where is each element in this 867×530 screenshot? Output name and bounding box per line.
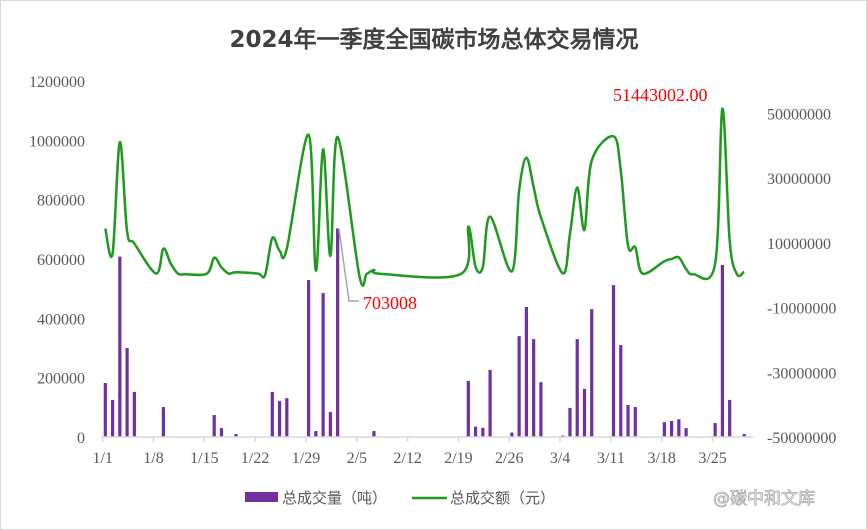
volume-bar (132, 391, 136, 437)
volume-bar (234, 434, 238, 437)
legend: 总成交量（吨） 总成交额（元） (245, 489, 555, 507)
volume-bar (532, 339, 536, 437)
x-tick-label: 1/8 (143, 450, 163, 467)
legend-swatch-volume (245, 492, 278, 502)
left-tick-label: 1200000 (29, 74, 85, 91)
volume-bar (510, 432, 514, 437)
left-tick-label: 1000000 (29, 133, 85, 150)
volume-bar (684, 428, 688, 437)
volume-bar (575, 339, 579, 437)
x-tick-label: 2/26 (495, 450, 523, 467)
x-tick-label: 2/5 (347, 450, 367, 467)
volume-bar (118, 256, 122, 437)
volume-bar (125, 348, 129, 437)
volume-bar (669, 420, 674, 437)
volume-bar (720, 264, 725, 437)
left-tick-label: 0 (77, 430, 85, 447)
x-tick-label: 2/19 (444, 450, 472, 467)
x-tick-label: 2/12 (393, 450, 421, 467)
volume-bar (517, 336, 521, 437)
volume-bar (219, 428, 224, 437)
legend-label-volume: 总成交量（吨） (282, 489, 387, 507)
volume-bar (481, 427, 485, 437)
volume-bar (633, 407, 637, 437)
volume-bar (161, 407, 165, 437)
volume-bar (524, 307, 528, 437)
volume-bar (488, 369, 492, 437)
volume-bar (611, 285, 616, 437)
volume-bar (539, 382, 543, 437)
volume-bar (328, 412, 332, 437)
left-axis: 0 200000 400000 600000 800000 1000000 1200000 (29, 74, 85, 447)
x-tick-label: 1/29 (292, 450, 320, 467)
annotation-leader (338, 228, 359, 302)
legend-label-amount: 总成交额（元） (450, 489, 555, 507)
right-tick-label: 50000000 (767, 106, 831, 123)
right-tick-label: -30000000 (767, 365, 836, 382)
x-tick-label: 3/25 (698, 450, 726, 467)
x-tick-label: 3/18 (647, 450, 675, 467)
amount-line (104, 107, 745, 287)
volume-bar (103, 383, 107, 437)
right-axis: -50000000 -30000000 -10000000 10000000 30000… (767, 106, 836, 447)
volume-bar (336, 228, 340, 437)
volume-bars (103, 228, 746, 437)
volume-bar (662, 422, 666, 437)
volume-bar (321, 293, 325, 437)
watermark: @碳中和文库 (713, 489, 815, 509)
chart-title: 2024年一季度全国碳市场总体交易情况 (229, 26, 638, 53)
volume-bar (110, 399, 115, 437)
right-tick-label: 30000000 (767, 171, 831, 188)
volume-bar (582, 388, 587, 437)
right-tick-label: -50000000 (767, 430, 836, 447)
volume-bar (466, 380, 470, 437)
volume-bar (270, 391, 274, 437)
x-tick-label: 1/15 (190, 450, 218, 467)
volume-bar (473, 426, 478, 437)
volume-bar (212, 415, 216, 437)
volume-bar (277, 401, 282, 437)
volume-bar (306, 280, 311, 437)
volume-bar (677, 419, 681, 437)
volume-bar (626, 404, 630, 437)
volume-bar (568, 407, 572, 437)
x-tick-label: 3/11 (597, 450, 625, 467)
left-tick-label: 600000 (37, 252, 85, 269)
annotation-volume-max: 703008 (363, 293, 417, 313)
volume-bar (372, 431, 376, 437)
right-tick-label: -10000000 (767, 301, 836, 318)
left-tick-label: 800000 (37, 193, 85, 210)
right-tick-label: 10000000 (767, 236, 831, 253)
left-tick-label: 200000 (37, 371, 85, 388)
x-axis: 1/1 1/8 1/15 1/22 1/29 2/5 2/12 2/19 2/26 3/4 3/11… (92, 437, 727, 467)
annotation-amount-max: 51443002.00 (613, 85, 708, 105)
volume-bar (713, 423, 717, 437)
volume-bar (619, 345, 623, 437)
volume-bar (314, 431, 318, 437)
left-tick-label: 400000 (37, 311, 85, 328)
x-tick-label: 3/4 (550, 450, 570, 467)
x-tick-label: 1/1 (92, 450, 112, 467)
volume-bar (728, 399, 732, 437)
volume-bar (742, 434, 746, 437)
x-tick-label: 1/22 (241, 450, 269, 467)
volume-bar (285, 398, 289, 437)
volume-bar (590, 309, 594, 437)
